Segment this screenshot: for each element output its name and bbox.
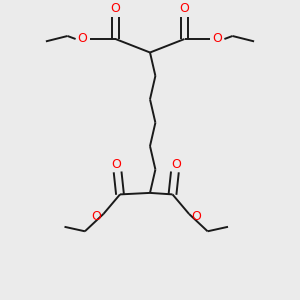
Text: O: O [213, 32, 222, 45]
Text: O: O [91, 210, 101, 224]
Text: O: O [111, 158, 121, 171]
Text: O: O [172, 158, 181, 171]
Text: O: O [111, 2, 120, 16]
Text: O: O [180, 2, 189, 16]
Text: O: O [192, 210, 201, 224]
Text: O: O [78, 32, 87, 45]
